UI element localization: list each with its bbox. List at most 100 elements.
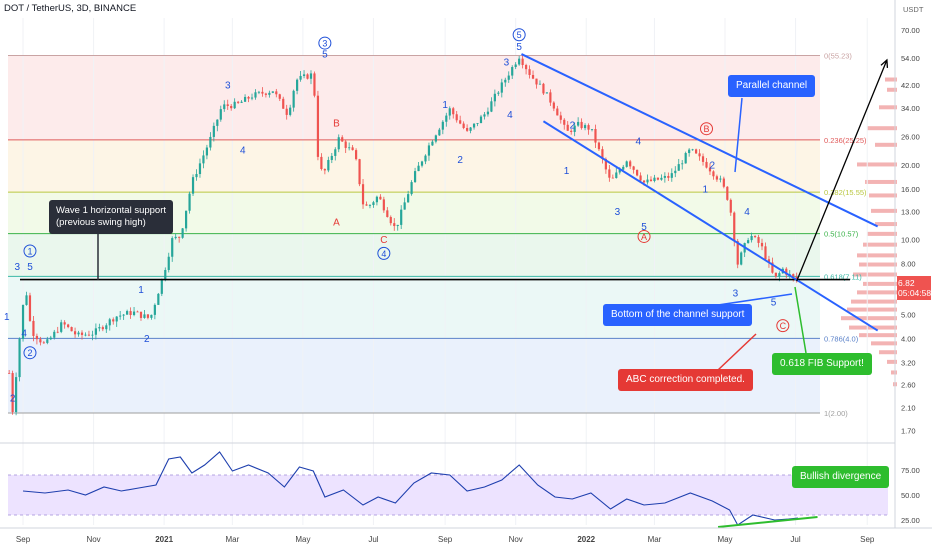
candle-body bbox=[87, 334, 91, 336]
current-price-tag: 6.82 05:04:58 bbox=[897, 276, 931, 300]
candle-body bbox=[642, 180, 646, 183]
candle-body bbox=[552, 102, 555, 109]
candle-body bbox=[115, 316, 118, 322]
wave-label-blue-circle bbox=[23, 346, 37, 360]
candle-body bbox=[549, 92, 552, 103]
candle-body bbox=[101, 327, 104, 330]
candle-body bbox=[639, 175, 642, 181]
candle-body bbox=[608, 169, 611, 178]
candle-body bbox=[302, 74, 306, 76]
wave-label-blue-circle bbox=[377, 246, 391, 260]
candle-body bbox=[91, 334, 94, 336]
fib-label: 0.382(15.55) bbox=[824, 188, 867, 197]
x-tick-label: May bbox=[717, 535, 732, 544]
divergence-line bbox=[717, 516, 818, 528]
candle-body bbox=[139, 311, 143, 318]
wave-label-blue: 5 bbox=[516, 42, 522, 53]
candle-body bbox=[247, 96, 250, 99]
candle-body bbox=[112, 319, 115, 322]
candle-body bbox=[434, 135, 437, 142]
candle-body bbox=[653, 177, 656, 182]
candle-body bbox=[330, 155, 333, 160]
candle-body bbox=[570, 130, 573, 132]
x-tick-label: Nov bbox=[86, 535, 100, 544]
candle-body bbox=[403, 202, 406, 210]
candle-body bbox=[438, 129, 441, 136]
candle-body bbox=[417, 165, 420, 172]
volume-profile-bar bbox=[871, 208, 897, 213]
candle-body bbox=[538, 83, 542, 85]
y-tick-label: 4.00 bbox=[901, 334, 916, 343]
annotation-fib-support: 0.618 FIB Support! bbox=[772, 353, 872, 375]
candle-body bbox=[681, 163, 684, 165]
volume-profile-bar bbox=[841, 316, 897, 321]
candle-body bbox=[726, 186, 729, 200]
y-tick-label: 10.00 bbox=[901, 236, 920, 245]
y-tick-label: 2.60 bbox=[901, 381, 916, 390]
volume-profile-bar bbox=[891, 370, 897, 375]
candle-body bbox=[514, 64, 517, 68]
candle-body bbox=[753, 236, 757, 238]
candle-body bbox=[396, 224, 399, 227]
projection-arrow-line bbox=[796, 59, 888, 282]
candle-body bbox=[604, 159, 607, 170]
candle-body bbox=[25, 295, 28, 305]
fib-label: 0.236(25.25) bbox=[824, 136, 867, 145]
candle-body bbox=[237, 101, 240, 103]
candle-body bbox=[483, 114, 486, 117]
volume-profile-bar bbox=[867, 126, 897, 131]
candle-body bbox=[46, 339, 49, 343]
candle-body bbox=[760, 242, 764, 247]
channel-bottom-pointer bbox=[717, 293, 793, 306]
candle-body bbox=[337, 137, 340, 150]
candle-body bbox=[372, 202, 375, 206]
candle-body bbox=[70, 327, 73, 332]
wave-label-blue: 5 bbox=[771, 298, 777, 309]
candle-body bbox=[455, 114, 458, 121]
wave-label-blue: 1 bbox=[564, 166, 570, 177]
candle-body bbox=[21, 304, 25, 339]
candle-body bbox=[122, 314, 125, 316]
candle-body bbox=[77, 332, 80, 335]
annotation-horizontal-support: Wave 1 horizontal support (previous swin… bbox=[49, 200, 174, 234]
volume-profile-bar bbox=[871, 341, 897, 346]
candle-body bbox=[764, 246, 767, 260]
candle-body bbox=[243, 96, 247, 102]
wave-label-blue: 4 bbox=[635, 136, 641, 147]
candle-body bbox=[296, 79, 299, 91]
candle-body bbox=[35, 335, 39, 340]
candle-body bbox=[747, 240, 750, 244]
candle-body bbox=[472, 123, 476, 128]
wave-label-blue: 5 bbox=[27, 262, 33, 273]
candle-body bbox=[223, 104, 226, 110]
fib-label: 0.786(4.0) bbox=[824, 334, 859, 343]
candle-body bbox=[656, 177, 660, 180]
candle-body bbox=[98, 327, 101, 329]
x-tick-label: May bbox=[295, 535, 310, 544]
candle-body bbox=[778, 273, 781, 277]
candle-body bbox=[497, 92, 500, 94]
candle-body bbox=[771, 262, 774, 273]
candle-body bbox=[119, 315, 122, 317]
y-tick-label: 70.00 bbox=[901, 26, 920, 35]
rsi-line bbox=[22, 451, 798, 526]
candle-body bbox=[171, 238, 174, 257]
candle-body bbox=[736, 241, 739, 265]
x-tick-label: Mar bbox=[225, 535, 239, 544]
candle-body bbox=[164, 269, 167, 280]
x-tick-label: Sep bbox=[860, 535, 875, 544]
candle-body bbox=[108, 319, 111, 326]
volume-profile-bar bbox=[887, 87, 897, 92]
candle-body bbox=[42, 342, 45, 344]
wave-label-blue: 4 bbox=[744, 207, 750, 218]
wave-label-blue-circle bbox=[318, 36, 332, 50]
candle-body bbox=[663, 175, 666, 178]
wave-label-blue: 1 bbox=[442, 100, 448, 111]
candle-body bbox=[313, 73, 316, 96]
y-tick-label: 8.00 bbox=[901, 260, 916, 269]
candle-body bbox=[49, 337, 52, 340]
candle-body bbox=[733, 212, 736, 242]
candle-body bbox=[226, 104, 229, 106]
candle-body bbox=[476, 123, 479, 124]
candle-body bbox=[618, 169, 621, 173]
